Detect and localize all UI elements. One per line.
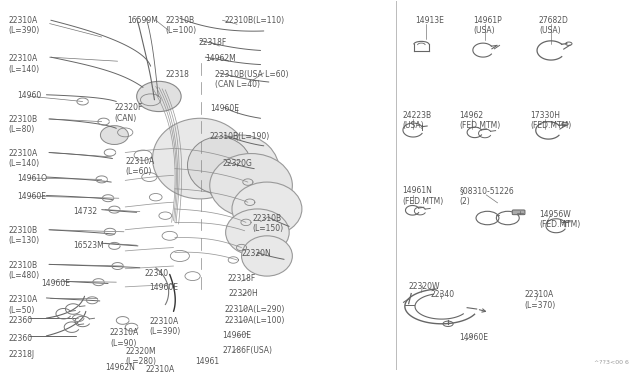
- Text: 22320H: 22320H: [229, 289, 259, 298]
- Text: 22310A
(L=140): 22310A (L=140): [8, 148, 40, 168]
- Ellipse shape: [232, 182, 302, 236]
- Text: 22340: 22340: [144, 269, 168, 278]
- Text: 22310B
(L=80): 22310B (L=80): [8, 115, 37, 134]
- Text: 22310B(L=190): 22310B(L=190): [210, 132, 270, 141]
- Text: 22318J: 22318J: [8, 350, 35, 359]
- Text: 22310B(USA L=60)
(CAN L=40): 22310B(USA L=60) (CAN L=40): [215, 70, 289, 89]
- Text: 22320G: 22320G: [223, 159, 252, 168]
- Text: 14961O: 14961O: [17, 174, 47, 183]
- Text: 22310A(L=100): 22310A(L=100): [225, 317, 285, 326]
- Ellipse shape: [241, 236, 292, 276]
- Text: 22320F
(CAN): 22320F (CAN): [115, 103, 143, 122]
- Text: 22320N: 22320N: [241, 249, 271, 258]
- Text: 14962
(FED.MTM): 14962 (FED.MTM): [460, 111, 500, 130]
- Text: 22310A
(L=140): 22310A (L=140): [8, 54, 40, 74]
- Text: 24223B
(USA): 24223B (USA): [403, 111, 431, 130]
- Text: 22318: 22318: [165, 70, 189, 78]
- Text: 22360: 22360: [8, 317, 33, 326]
- Ellipse shape: [137, 81, 181, 112]
- FancyBboxPatch shape: [512, 210, 525, 215]
- Text: 22310B
(L=150): 22310B (L=150): [252, 214, 284, 233]
- Text: 22310A
(L=390): 22310A (L=390): [149, 317, 180, 337]
- Text: 22318F: 22318F: [199, 38, 227, 46]
- Text: 22318F: 22318F: [228, 275, 256, 283]
- Text: 17330H
(FED.MTM): 17330H (FED.MTM): [531, 111, 572, 130]
- Ellipse shape: [188, 137, 251, 194]
- Text: 22310A
(L=60): 22310A (L=60): [125, 157, 154, 176]
- Text: 14962N: 14962N: [105, 363, 135, 372]
- Text: 14961P
(USA): 14961P (USA): [474, 16, 502, 35]
- Text: 22310B
(L=480): 22310B (L=480): [8, 261, 40, 280]
- Text: 22360: 22360: [8, 334, 33, 343]
- Text: 22310B
(L=130): 22310B (L=130): [8, 226, 40, 245]
- Text: 22320W: 22320W: [409, 282, 440, 291]
- Text: 22320M
(L=280): 22320M (L=280): [125, 347, 156, 366]
- Text: 22340: 22340: [430, 290, 454, 299]
- Ellipse shape: [152, 118, 248, 199]
- Text: 14960E: 14960E: [223, 330, 252, 340]
- Ellipse shape: [204, 135, 280, 209]
- Text: 14960E: 14960E: [42, 279, 70, 288]
- Text: 14956W
(FED.MTM): 14956W (FED.MTM): [539, 209, 580, 229]
- Text: 14960E: 14960E: [17, 192, 46, 201]
- Text: 14913E: 14913E: [415, 16, 444, 25]
- Text: 22310A(L=290): 22310A(L=290): [225, 305, 285, 314]
- Text: 22310A
(L=90): 22310A (L=90): [110, 328, 140, 347]
- Ellipse shape: [100, 126, 129, 144]
- Text: 22310A
(L=390): 22310A (L=390): [8, 16, 40, 35]
- Text: 14962M: 14962M: [205, 54, 236, 64]
- Text: 22310A
(L=50): 22310A (L=50): [8, 295, 38, 315]
- Text: 16523M: 16523M: [73, 241, 104, 250]
- Text: 14960E: 14960E: [210, 104, 239, 113]
- Text: 22310B(L=110): 22310B(L=110): [225, 16, 285, 25]
- Text: 22310B
(L=100): 22310B (L=100): [165, 16, 196, 35]
- Text: 16599M: 16599M: [127, 16, 158, 25]
- Text: 22310A
(L=340): 22310A (L=340): [145, 365, 177, 372]
- Text: ^??3<00 6: ^??3<00 6: [595, 360, 629, 365]
- Text: 27186F(USA): 27186F(USA): [223, 346, 273, 355]
- Ellipse shape: [210, 154, 292, 217]
- Text: 27682D
(USA): 27682D (USA): [539, 16, 569, 35]
- Ellipse shape: [226, 209, 289, 256]
- Text: 14961N
(FED.MTM): 14961N (FED.MTM): [403, 186, 444, 205]
- Text: 14960E: 14960E: [149, 283, 179, 292]
- Text: 14732: 14732: [73, 207, 97, 216]
- Text: 14960: 14960: [17, 92, 42, 100]
- Text: 14961: 14961: [195, 357, 220, 366]
- Text: 22310A
(L=370): 22310A (L=370): [524, 290, 556, 310]
- Text: 14960E: 14960E: [460, 333, 488, 341]
- Text: §08310-51226
(2): §08310-51226 (2): [460, 186, 515, 205]
